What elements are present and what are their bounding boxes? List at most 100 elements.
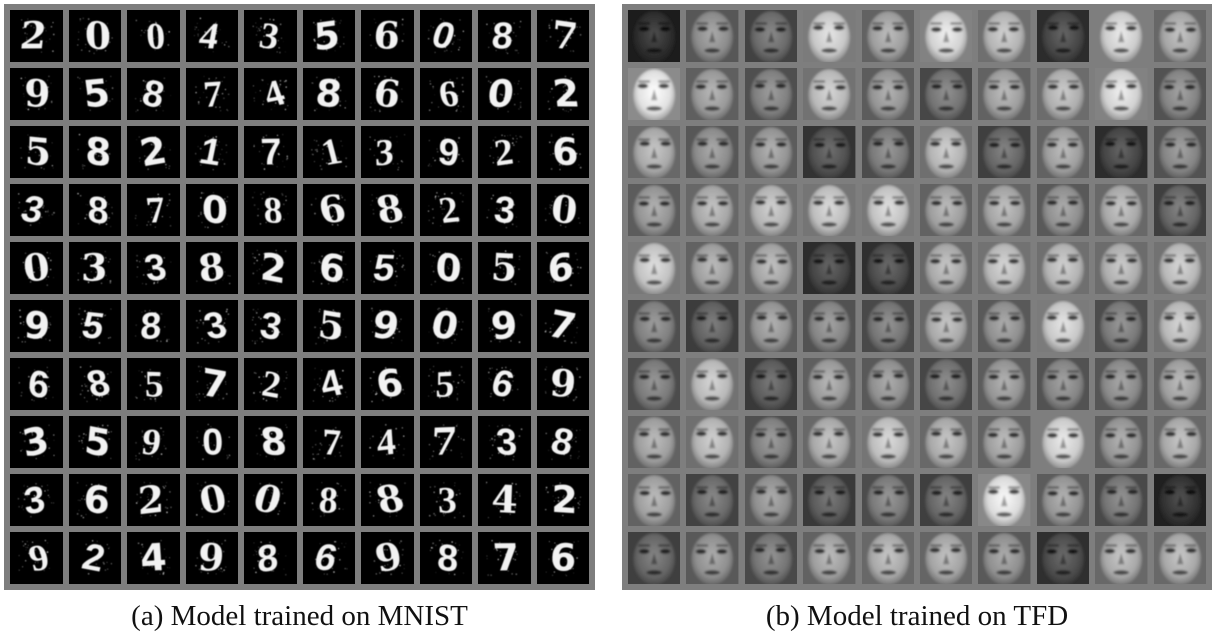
- tfd-sample-face: [803, 184, 856, 236]
- tfd-sample-face: [978, 10, 1031, 62]
- mnist-sample-digit: 8: [361, 184, 414, 236]
- tfd-sample-face: [744, 242, 798, 294]
- svg-text:6: 6: [371, 70, 403, 117]
- mnist-sample-digit: 0: [10, 242, 63, 294]
- tfd-sample-face: [920, 10, 973, 62]
- svg-text:7: 7: [199, 360, 229, 408]
- svg-text:6: 6: [372, 13, 401, 58]
- svg-text:3: 3: [17, 188, 49, 231]
- svg-text:6: 6: [316, 244, 346, 293]
- tfd-sample-face: [628, 532, 681, 584]
- mnist-sample-digit: 6: [419, 68, 472, 120]
- svg-text:2: 2: [137, 476, 164, 523]
- svg-text:8: 8: [490, 15, 515, 57]
- svg-text:0: 0: [84, 13, 111, 59]
- svg-text:3: 3: [19, 418, 52, 466]
- svg-text:8: 8: [371, 476, 409, 523]
- mnist-sample-digit: 5: [302, 300, 355, 352]
- mnist-sample-digit: 9: [10, 300, 63, 352]
- mnist-sample-digit: 7: [244, 126, 297, 178]
- mnist-sample-digit: 8: [419, 532, 472, 584]
- tfd-sample-face: [978, 126, 1031, 178]
- svg-text:2: 2: [259, 244, 288, 293]
- mnist-sample-digit: 6: [361, 10, 414, 62]
- svg-text:3: 3: [495, 420, 518, 463]
- tfd-sample-face: [1095, 300, 1148, 352]
- mnist-sample-digit: 9: [361, 300, 414, 352]
- mnist-sample-digit: 9: [419, 126, 472, 178]
- mnist-sample-digit: 8: [68, 184, 121, 236]
- mnist-sample-digit: 2: [536, 474, 589, 526]
- mnist-sample-digit: 0: [536, 184, 589, 236]
- tfd-sample-face: [1153, 68, 1206, 120]
- mnist-sample-digit: 8: [127, 300, 180, 352]
- svg-text:9: 9: [24, 71, 51, 116]
- mnist-sample-digit: 4: [244, 68, 297, 120]
- tfd-sample-face: [628, 358, 681, 410]
- tfd-sample-face: [1036, 416, 1090, 468]
- mnist-sample-digit: 2: [127, 126, 180, 178]
- tfd-sample-face: [1036, 126, 1090, 178]
- svg-text:8: 8: [139, 71, 168, 116]
- tfd-sample-face: [920, 184, 973, 236]
- svg-text:5: 5: [316, 302, 346, 350]
- svg-text:7: 7: [430, 419, 458, 464]
- tfd-sample-face: [920, 68, 973, 120]
- tfd-sample-face: [628, 10, 681, 62]
- tfd-sample-face: [686, 532, 739, 584]
- tfd-sample-face: [1153, 184, 1206, 236]
- tfd-sample-face: [861, 184, 914, 236]
- svg-text:8: 8: [87, 188, 108, 232]
- mnist-sample-digit: 7: [127, 184, 180, 236]
- svg-text:6: 6: [487, 361, 518, 406]
- svg-text:9: 9: [140, 421, 164, 463]
- svg-text:6: 6: [549, 535, 577, 579]
- mnist-sample-digit: 8: [478, 10, 531, 62]
- mnist-sample-digit: 0: [185, 416, 238, 468]
- tfd-sample-face: [686, 126, 739, 178]
- svg-text:5: 5: [24, 129, 51, 175]
- mnist-sample-digit: 5: [478, 242, 531, 294]
- mnist-sample-digit: 6: [302, 242, 355, 294]
- tfd-sample-face: [978, 68, 1031, 120]
- svg-text:8: 8: [547, 419, 577, 464]
- svg-text:9: 9: [370, 303, 403, 349]
- mnist-sample-digit: 6: [536, 242, 589, 294]
- mnist-sample-digit: 7: [536, 10, 589, 62]
- svg-text:5: 5: [490, 245, 519, 290]
- svg-text:2: 2: [492, 130, 516, 174]
- tfd-sample-face: [803, 68, 856, 120]
- tfd-sample-face: [1036, 300, 1090, 352]
- mnist-sample-digit: 8: [361, 474, 414, 526]
- tfd-sample-face: [920, 358, 973, 410]
- svg-text:9: 9: [489, 303, 519, 349]
- mnist-sample-digit: 3: [361, 126, 414, 178]
- tfd-sample-face: [803, 416, 856, 468]
- svg-text:5: 5: [435, 363, 454, 406]
- svg-text:3: 3: [492, 188, 517, 232]
- tfd-sample-face: [920, 532, 973, 584]
- svg-text:2: 2: [435, 189, 463, 232]
- tfd-sample-face: [861, 68, 914, 120]
- tfd-sample-face: [1095, 416, 1148, 468]
- tfd-sample-face: [978, 242, 1031, 294]
- tfd-sample-face: [1095, 242, 1148, 294]
- mnist-sample-digit: 5: [302, 10, 355, 62]
- svg-text:5: 5: [145, 363, 164, 405]
- tfd-sample-face: [1095, 184, 1148, 236]
- mnist-sample-digit: 9: [127, 416, 180, 468]
- tfd-sample-face: [686, 300, 739, 352]
- svg-text:7: 7: [491, 536, 521, 580]
- tfd-sample-face: [803, 300, 856, 352]
- mnist-sample-digit: 7: [478, 532, 531, 584]
- svg-text:0: 0: [145, 15, 166, 58]
- mnist-sample-digit: 3: [10, 474, 63, 526]
- tfd-sample-face: [1095, 532, 1148, 584]
- svg-text:3: 3: [80, 245, 107, 289]
- svg-text:6: 6: [82, 476, 111, 523]
- tfd-sample-face: [861, 10, 914, 62]
- caption-mnist: (a) Model trained on MNIST: [131, 600, 468, 632]
- svg-text:0: 0: [427, 302, 462, 349]
- svg-text:4: 4: [139, 535, 168, 580]
- svg-text:9: 9: [548, 361, 578, 406]
